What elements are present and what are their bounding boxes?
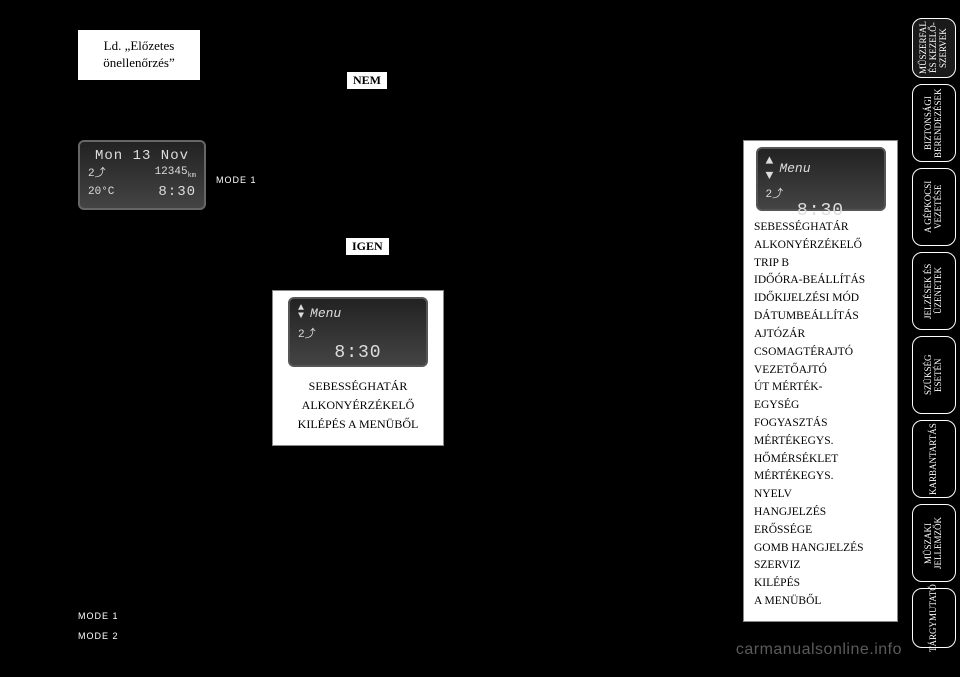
updown-icon: ▲▼ [298,305,304,321]
display-time: 8:30 [158,184,196,200]
menu-item: DÁTUMBEÁLLÍTÁS [754,308,887,326]
tab-maintenance[interactable]: KARBANTARTÁS [912,420,956,498]
full-menu-items: SEBESSÉGHATÁR ALKONYÉRZÉKELŐ TRIP B IDŐÓ… [750,219,891,611]
menu-item: TRIP B [754,255,887,273]
menu-item: KILÉPÉS A MENÜBŐL [277,415,439,434]
menu-item: IDŐKIJELZÉSI MÓD [754,290,887,308]
menu-item: KILÉPÉS A MENÜBŐL [754,575,887,611]
tab-specs[interactable]: MŰSZAKI JELLEMZŐK [912,504,956,582]
dashboard-display-standard: Mon 13 Nov 2⤴ 12345km 20°C 8:30 [78,140,206,210]
display-odo: 12345 [155,166,188,178]
note-line1: Ld. „Előzetes [104,38,175,53]
display-gear: 2 [88,168,95,180]
short-menu-items: SEBESSÉGHATÁR ALKONYÉRZÉKELŐ KILÉPÉS A M… [273,371,443,445]
menu-item: ÚT MÉRTÉK- EGYSÉG [754,379,887,415]
display-date: Mon 13 Nov [95,148,189,164]
tab-dashboard[interactable]: MŰSZERFAL ÉS KEZELŐ- SZERVEK [912,18,956,78]
badge-yes: IGEN [346,238,389,255]
tab-label: A GÉPKOCSI VEZETÉSE [924,173,944,241]
mode1-label: MODE 1 [216,175,257,185]
menu-item: CSOMAGTÉRAJTÓ [754,344,887,362]
menu-item: SEBESSÉGHATÁR [277,377,439,396]
lcd-title: Menu [310,306,341,321]
side-tab-strip: MŰSZERFAL ÉS KEZELŐ- SZERVEK BIZTONSÁGI … [912,18,960,648]
tab-emergency[interactable]: SZÜKSÉG ESETÉN [912,336,956,414]
badge-no: NEM [347,72,387,89]
updown-icon: ▲▼ [766,153,774,183]
tab-label: JELZÉSEK ÉS ÜZENETEK [924,257,944,325]
menu-item: ALKONYÉRZÉKELŐ [754,237,887,255]
menu-item: HANGJELZÉS ERŐSSÉGE [754,504,887,540]
lcd-title: Menu [779,161,810,176]
lcd-time: 8:30 [298,343,418,363]
tab-safety[interactable]: BIZTONSÁGI BERENDEZÉSEK [912,84,956,162]
menu-item: NYELV [754,486,887,504]
menu-item: HŐMÉRSÉKLET MÉRTÉKEGYS. [754,451,887,487]
display-temp: 20°C [88,184,114,200]
tab-driving[interactable]: A GÉPKOCSI VEZETÉSE [912,168,956,246]
menu-item: GOMB HANGJELZÉS [754,540,887,558]
tab-label: TÁRGYMUTATÓ [929,584,939,652]
lcd-gear: 2 [766,189,773,201]
watermark: carmanualsonline.info [736,641,902,659]
tab-index[interactable]: TÁRGYMUTATÓ [912,588,956,648]
menu-item: IDŐÓRA-BEÁLLÍTÁS [754,272,887,290]
menu-item: AJTÓZÁR [754,326,887,344]
tab-signals[interactable]: JELZÉSEK ÉS ÜZENETEK [912,252,956,330]
short-menu-panel: ▲▼ Menu 2⤴ 8:30 SEBESSÉGHATÁR ALKONYÉRZÉ… [272,290,444,446]
mode2-footer: MODE 2 [78,627,119,647]
lcd-gear: 2 [298,329,305,341]
lcd-time: 8:30 [766,201,876,221]
menu-item: SZERVIZ [754,557,887,575]
tab-label: MŰSZAKI JELLEMZŐK [924,509,944,577]
menu-item: SEBESSÉGHATÁR [754,219,887,237]
tab-label: KARBANTARTÁS [929,423,939,495]
tab-label: MŰSZERFAL ÉS KEZELŐ- SZERVEK [919,22,949,75]
full-menu-lcd: ▲▼ Menu 2⤴ 8:30 [756,147,886,211]
tab-label: BIZTONSÁGI BERENDEZÉSEK [924,88,944,157]
tab-label: SZÜKSÉG ESETÉN [924,341,944,409]
note-line2: önellenőrzés” [103,55,174,70]
display-odo-unit: km [188,172,196,180]
note-preliminary-check: Ld. „Előzetes önellenőrzés” [78,30,200,80]
short-menu-lcd: ▲▼ Menu 2⤴ 8:30 [288,297,428,367]
manual-page: MŰSZERFAL ÉS KEZELŐ- SZERVEK BIZTONSÁGI … [0,0,960,677]
mode1-footer: MODE 1 [78,607,119,627]
menu-item: ALKONYÉRZÉKELŐ [277,396,439,415]
full-menu-panel: ▲▼ Menu 2⤴ 8:30 SEBESSÉGHATÁR ALKONYÉRZÉ… [743,140,898,622]
menu-item: FOGYASZTÁS MÉRTÉKEGYS. [754,415,887,451]
mode-footer: MODE 1 MODE 2 [78,607,119,647]
menu-item: VEZETŐAJTÓ [754,362,887,380]
